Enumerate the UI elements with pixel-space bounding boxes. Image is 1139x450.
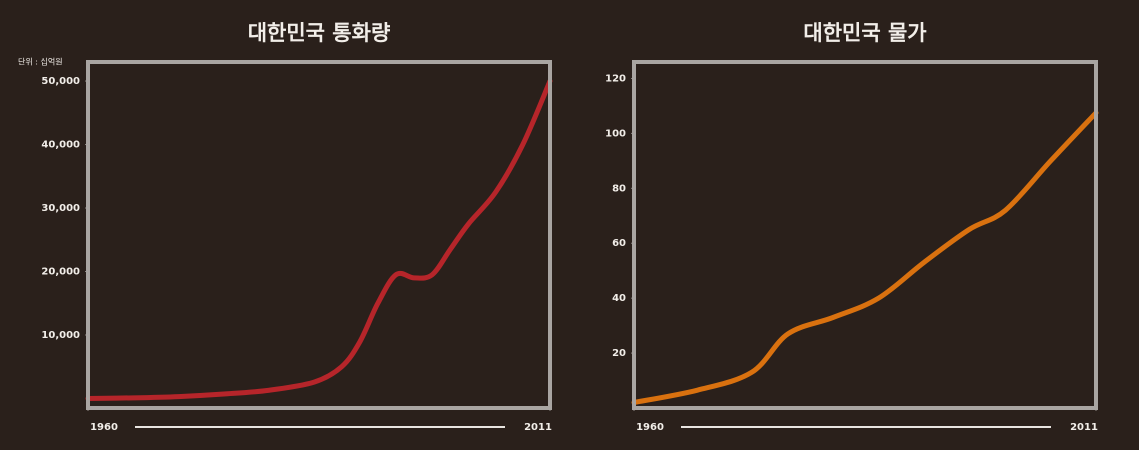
data-line <box>631 110 1099 406</box>
x-tick-label: 1960 <box>636 422 664 433</box>
y-tick-label: 60 <box>612 238 626 249</box>
y-tick-label: 50,000 <box>41 76 80 87</box>
y-tick-label: 100 <box>605 128 626 139</box>
plot-frame <box>632 60 1098 410</box>
unit-label: 단위 : 십억원 <box>18 57 63 67</box>
y-tick-label: 120 <box>605 73 626 84</box>
x-tick-label: 2011 <box>524 422 552 433</box>
y-tick-label: 30,000 <box>41 203 80 214</box>
x-tick-label: 1960 <box>90 422 118 433</box>
plot-frame <box>86 60 552 410</box>
y-tick-label: 40,000 <box>41 140 80 151</box>
chart-title: 대한민국 물가 <box>803 21 927 45</box>
y-tick-label: 10,000 <box>41 330 80 341</box>
chart-title: 대한민국 통화량 <box>248 21 391 45</box>
data-line <box>85 78 553 401</box>
x-tick-label: 2011 <box>1070 422 1098 433</box>
y-tick-label: 40 <box>612 293 626 304</box>
y-tick-label: 20,000 <box>41 267 80 278</box>
y-tick-label: 80 <box>612 183 626 194</box>
y-tick-label: 20 <box>612 348 626 359</box>
